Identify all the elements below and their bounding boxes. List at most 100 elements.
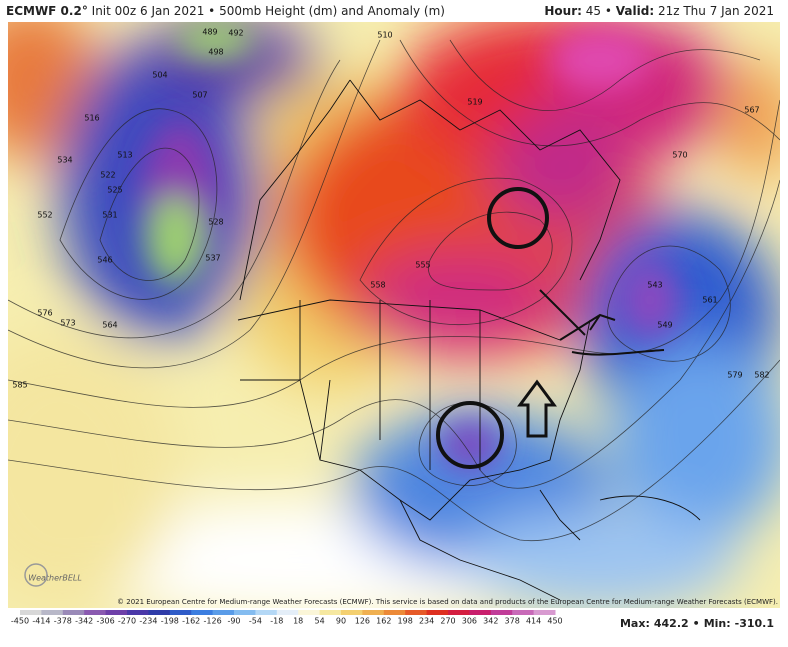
hour: 45	[585, 4, 602, 18]
colorbar-swatch	[169, 610, 192, 615]
colorbar-label: 450	[547, 617, 562, 626]
contour-label: 567	[744, 106, 759, 115]
colorbar-label: 414	[526, 617, 541, 626]
colorbar-label: 162	[376, 617, 391, 626]
colorbar-swatch	[319, 610, 342, 615]
copyright: © 2021 European Centre for Medium-range …	[117, 598, 778, 606]
product: 500mb Height (dm) and Anomaly (m)	[219, 4, 445, 18]
colorbar-swatch	[234, 610, 256, 615]
contour-label: 537	[205, 254, 220, 263]
stat-part: •	[693, 617, 700, 630]
contour-label: 573	[60, 319, 75, 328]
map-field: 489 492 498 504 507 510 513 516 519 522 525 528 531 5…	[8, 22, 780, 608]
colorbar-label: 306	[462, 617, 477, 626]
colorbar-label: 54	[315, 617, 325, 626]
colorbar-label: -342	[75, 617, 93, 626]
colorbar-swatch	[448, 610, 470, 615]
colorbar-swatch	[469, 610, 492, 615]
annotations	[436, 187, 665, 469]
colorbar-swatch	[105, 610, 128, 615]
logo-mark	[24, 563, 48, 587]
contour-label: 513	[117, 151, 132, 160]
contour-label: 510	[377, 31, 392, 40]
contour-label: 534	[57, 156, 72, 165]
contour-label: 504	[152, 71, 167, 80]
colorbar-swatch	[298, 610, 321, 615]
contour-label: 543	[647, 281, 662, 290]
contour-label: 522	[100, 171, 115, 180]
hour-label: Hour:	[544, 4, 582, 18]
contour-label: 489	[202, 28, 217, 37]
contour-label: 561	[702, 296, 717, 305]
colorbar-label: 378	[505, 617, 520, 626]
colorbar-swatch	[276, 610, 299, 615]
contour-label: 546	[97, 256, 112, 265]
contour-label: 549	[657, 321, 672, 330]
colorbar-swatch	[512, 610, 535, 615]
colorbar-swatch	[62, 610, 85, 615]
stat-part: Max:	[620, 617, 650, 630]
colorbar-swatch	[41, 610, 64, 615]
colorbar-swatch	[490, 610, 513, 615]
stat-part: Min:	[704, 617, 731, 630]
header-right: Hour: 45 • Valid: 21z Thu 7 Jan 2021	[544, 4, 774, 18]
colorbar-swatch	[148, 610, 171, 615]
contour-labels: 489 492 498 504 507 510 513 516 519 522 525 528 531 5…	[12, 28, 769, 390]
colorbar-swatch	[405, 610, 428, 615]
contour-label: 585	[12, 381, 27, 390]
colorbar-label: 18	[293, 617, 303, 626]
contour-label: 507	[192, 91, 207, 100]
contour-label: 516	[84, 114, 99, 123]
colorbar-swatch	[426, 610, 449, 615]
colorbar-label: 90	[336, 617, 346, 626]
stat-part: 442.2	[654, 617, 689, 630]
separator: •	[604, 4, 612, 18]
contour-label: 531	[102, 211, 117, 220]
colorbar-label: -270	[118, 617, 136, 626]
colorbar-label: -198	[161, 617, 179, 626]
colorbar-swatch	[127, 610, 149, 615]
colorbar-label: 342	[483, 617, 498, 626]
contour-label: 498	[208, 48, 223, 57]
colorbar-label: -450	[11, 617, 29, 626]
contour-label: 555	[415, 261, 430, 270]
stats-text: Max: 442.2 • Min: -310.1	[620, 617, 774, 630]
colorbar-swatch	[212, 610, 235, 615]
stat-part: -310.1	[735, 617, 774, 630]
valid: 21z Thu 7 Jan 2021	[657, 4, 774, 18]
contour-label: 564	[102, 321, 117, 330]
contour-label: 570	[672, 151, 687, 160]
colorbar-label: 126	[355, 617, 370, 626]
logo: WeatherBELL	[28, 574, 82, 583]
colorbar-label: 234	[419, 617, 434, 626]
contour-label: 525	[107, 186, 122, 195]
header-left: ECMWF 0.2° Init 00z 6 Jan 2021 • 500mb H…	[6, 4, 445, 18]
contours	[8, 39, 780, 542]
colorbar-swatch	[383, 610, 406, 615]
contour-label: 519	[467, 98, 482, 107]
colorbar-label: -54	[249, 617, 262, 626]
contour-label: 558	[370, 281, 385, 290]
boundaries	[237, 79, 701, 601]
model: ECMWF 0.2°	[6, 4, 88, 18]
colorbar-label: 198	[398, 617, 413, 626]
colorbar-label: 270	[440, 617, 455, 626]
colorbar-swatch	[84, 610, 107, 615]
contour-label: 552	[37, 211, 52, 220]
colorbar: -450 -414 -378 -342 -306 -270 -234 -198 -162 -126…	[11, 610, 563, 626]
colorbar-label: -90	[227, 617, 240, 626]
colorbar-label: -306	[97, 617, 115, 626]
separator: •	[208, 4, 216, 18]
contour-label: 576	[37, 309, 52, 318]
colorbar-label: -126	[204, 617, 222, 626]
colorbar-label: -414	[32, 617, 50, 626]
colorbar-swatch	[20, 610, 42, 615]
contour-label: 528	[208, 218, 223, 227]
valid-label: Valid:	[615, 4, 655, 18]
init: Init 00z 6 Jan 2021	[91, 4, 205, 18]
colorbar-label: -378	[54, 617, 72, 626]
stats: Max: 442.2 • Min: -310.1	[620, 617, 774, 630]
colorbar-swatch	[362, 610, 385, 615]
